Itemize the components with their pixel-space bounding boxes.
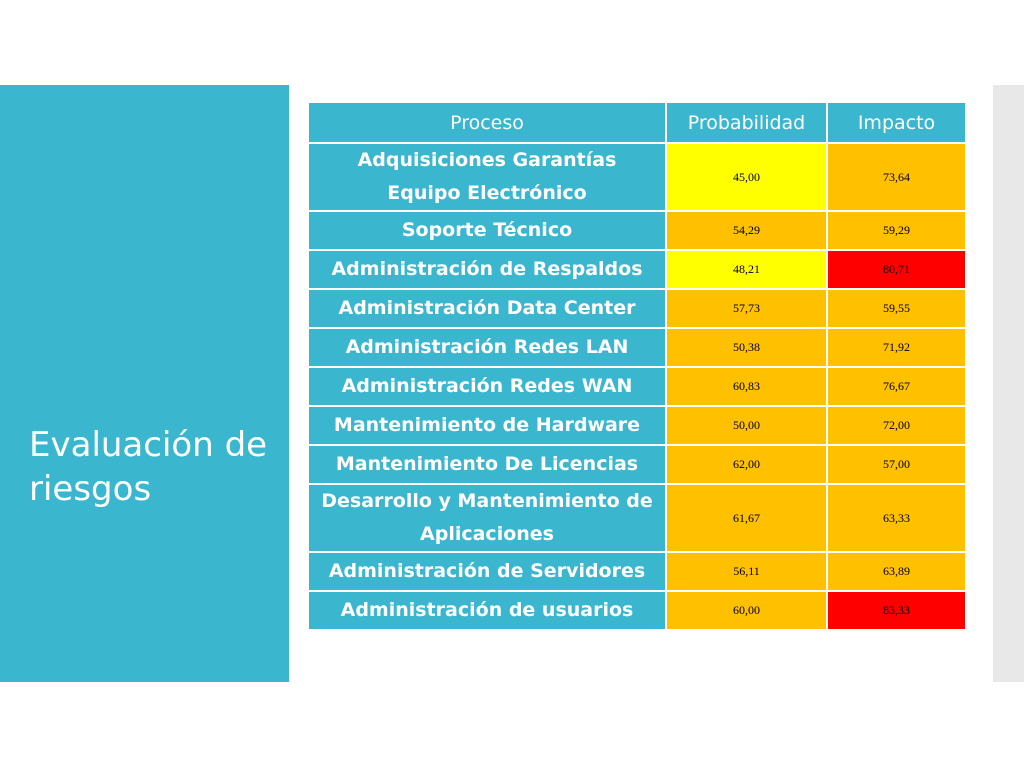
probabilidad-cell: 60,83 — [665, 366, 828, 407]
title-panel: Evaluación de riesgos — [0, 85, 289, 682]
table-row: Desarrollo y Mantenimiento de Aplicacion… — [307, 483, 967, 553]
impacto-cell: 71,92 — [826, 327, 967, 368]
impacto-cell: 73,64 — [826, 142, 967, 212]
proceso-cell: Soporte Técnico — [307, 210, 667, 251]
impacto-cell: 63,33 — [826, 483, 967, 553]
table-row: Mantenimiento De Licencias 62,00 57,00 — [307, 444, 967, 485]
proceso-cell: Administración de Servidores — [307, 551, 667, 592]
proceso-cell: Administración Redes LAN — [307, 327, 667, 368]
impacto-cell: 83,33 — [826, 590, 967, 631]
probabilidad-cell: 50,38 — [665, 327, 828, 368]
proceso-cell: Desarrollo y Mantenimiento de Aplicacion… — [307, 483, 667, 553]
proceso-cell: Mantenimiento de Hardware — [307, 405, 667, 446]
impacto-cell: 72,00 — [826, 405, 967, 446]
impacto-cell: 59,55 — [826, 288, 967, 329]
table-row: Administración Redes WAN 60,83 76,67 — [307, 366, 967, 407]
header-proceso: Proceso — [307, 101, 667, 144]
impacto-cell: 76,67 — [826, 366, 967, 407]
proceso-cell: Mantenimiento De Licencias — [307, 444, 667, 485]
table-header-row: Proceso Probabilidad Impacto — [307, 101, 967, 144]
probabilidad-cell: 50,00 — [665, 405, 828, 446]
probabilidad-cell: 57,73 — [665, 288, 828, 329]
probabilidad-cell: 48,21 — [665, 249, 828, 290]
table-row: Adquisiciones Garantías Equipo Electróni… — [307, 142, 967, 212]
proceso-cell: Administración Data Center — [307, 288, 667, 329]
table-row: Administración de usuarios 60,00 83,33 — [307, 590, 967, 631]
table-row: Administración Data Center 57,73 59,55 — [307, 288, 967, 329]
table-row: Administración de Respaldos 48,21 80,71 — [307, 249, 967, 290]
table-row: Administración Redes LAN 50,38 71,92 — [307, 327, 967, 368]
impacto-cell: 57,00 — [826, 444, 967, 485]
proceso-cell: Administración Redes WAN — [307, 366, 667, 407]
probabilidad-cell: 62,00 — [665, 444, 828, 485]
proceso-cell: Administración de usuarios — [307, 590, 667, 631]
table-row: Administración de Servidores 56,11 63,89 — [307, 551, 967, 592]
proceso-cell: Administración de Respaldos — [307, 249, 667, 290]
header-probabilidad: Probabilidad — [665, 101, 828, 144]
table-row: Soporte Técnico 54,29 59,29 — [307, 210, 967, 251]
slide-title: Evaluación de riesgos — [29, 425, 268, 509]
right-decorative-bar — [993, 85, 1024, 682]
header-impacto: Impacto — [826, 101, 967, 144]
probabilidad-cell: 56,11 — [665, 551, 828, 592]
proceso-cell: Adquisiciones Garantías Equipo Electróni… — [307, 142, 667, 212]
probabilidad-cell: 61,67 — [665, 483, 828, 553]
impacto-cell: 80,71 — [826, 249, 967, 290]
probabilidad-cell: 60,00 — [665, 590, 828, 631]
probabilidad-cell: 54,29 — [665, 210, 828, 251]
table-row: Mantenimiento de Hardware 50,00 72,00 — [307, 405, 967, 446]
impacto-cell: 59,29 — [826, 210, 967, 251]
probabilidad-cell: 45,00 — [665, 142, 828, 212]
risk-table: Proceso Probabilidad Impacto Adquisicion… — [307, 101, 967, 631]
impacto-cell: 63,89 — [826, 551, 967, 592]
